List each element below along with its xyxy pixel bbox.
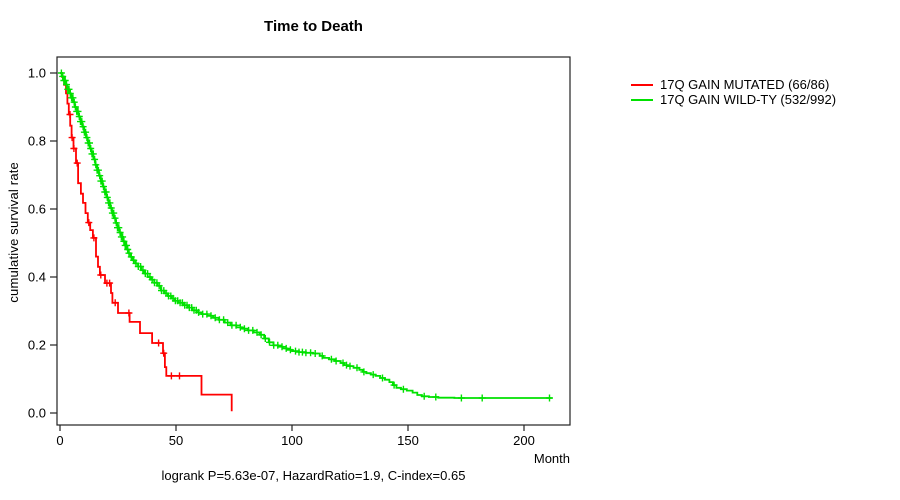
y-tick-label: 1.0 [28,66,46,81]
x-tick-label: 50 [169,433,183,448]
legend-line-red-icon [631,83,653,86]
x-tick-label: 200 [513,433,535,448]
y-axis-title: cumulative survival rate [6,162,21,303]
plot-border [56,56,571,426]
y-tick-label: 0.6 [28,202,46,217]
x-tick-label: 150 [397,433,419,448]
legend-item-mutated: 17Q GAIN MUTATED (66/86) [631,77,836,92]
censor-marks-mutated [66,111,183,380]
legend-item-wildtype: 17Q GAIN WILD-TY (532/992) [631,92,836,107]
km-curve-wildtype [60,72,552,399]
chart-title: Time to Death [264,18,363,35]
stats-annotation: logrank P=5.63e-07, HazardRatio=1.9, C-i… [161,468,466,483]
legend-label-wildtype: 17Q GAIN WILD-TY (532/992) [660,92,837,107]
km-curve-mutated [60,72,233,412]
legend-line-green-icon [631,98,653,101]
y-tick-label: 0.8 [28,134,46,149]
x-tick-label: 0 [56,433,63,448]
legend-label-mutated: 17Q GAIN MUTATED (66/86) [660,77,830,92]
x-tick-label: 100 [281,433,303,448]
y-tick-label: 0.0 [28,406,46,421]
y-tick-label: 0.2 [28,338,46,353]
legend: 17Q GAIN MUTATED (66/86) 17Q GAIN WILD-T… [631,77,836,107]
x-axis-title: Month [533,451,570,466]
censor-marks-wildtype [57,69,553,402]
y-tick-label: 0.4 [28,270,46,285]
